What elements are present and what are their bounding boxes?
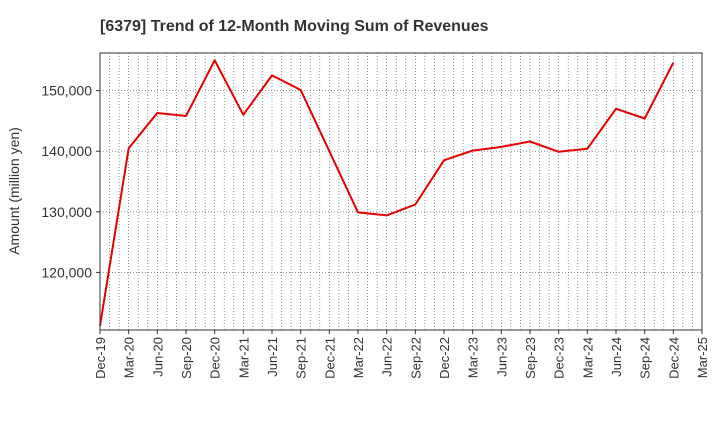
x-tick-label: Jun-21 [265, 337, 280, 377]
x-tick-label: Sep-21 [294, 337, 309, 379]
x-tick-label: Mar-20 [122, 337, 137, 378]
x-tick-label: Sep-20 [179, 337, 194, 379]
x-tick-label: Dec-19 [93, 337, 108, 379]
x-axis-ticks: Dec-19 Mar-20 Jun-20 Sep-20 Dec-20 Mar-21 Jun-… [93, 330, 710, 379]
x-tick-label: Dec-21 [322, 337, 337, 379]
x-tick-label: Dec-24 [666, 337, 681, 379]
y-tick-label: 130,000 [41, 204, 92, 220]
x-tick-label: Mar-23 [466, 337, 481, 378]
x-tick-label: Mar-21 [236, 337, 251, 378]
x-tick-label: Dec-20 [208, 337, 223, 379]
x-tick-label: Jun-20 [150, 337, 165, 377]
plot-area [100, 53, 702, 330]
y-axis-ticks: 120,000 130,000 140,000 150,000 [41, 83, 100, 280]
x-tick-label: Jun-23 [494, 337, 509, 377]
plot-border [99, 52, 703, 331]
x-tick-label: Jun-22 [380, 337, 395, 377]
x-tick-label: Dec-23 [552, 337, 567, 379]
horizontal-grid-lines [100, 90, 702, 273]
y-tick-label: 150,000 [41, 83, 92, 99]
x-tick-label: Mar-24 [580, 337, 595, 378]
y-axis-label: Amount (million yen) [6, 127, 22, 255]
x-tick-label: Jun-24 [609, 337, 624, 377]
series-layer [99, 59, 675, 326]
x-tick-label: Dec-22 [437, 337, 452, 379]
y-tick-label: 120,000 [41, 264, 92, 280]
y-tick-label: 140,000 [41, 143, 92, 159]
x-tick-label: Mar-25 [695, 337, 710, 378]
series-line-0 [99, 59, 675, 326]
x-tick-label: Sep-23 [523, 337, 538, 379]
chart-title: [6379] Trend of 12-Month Moving Sum of R… [100, 18, 489, 35]
x-tick-label: Sep-24 [638, 337, 653, 379]
x-tick-label: Sep-22 [408, 337, 423, 379]
x-tick-label: Mar-22 [351, 337, 366, 378]
